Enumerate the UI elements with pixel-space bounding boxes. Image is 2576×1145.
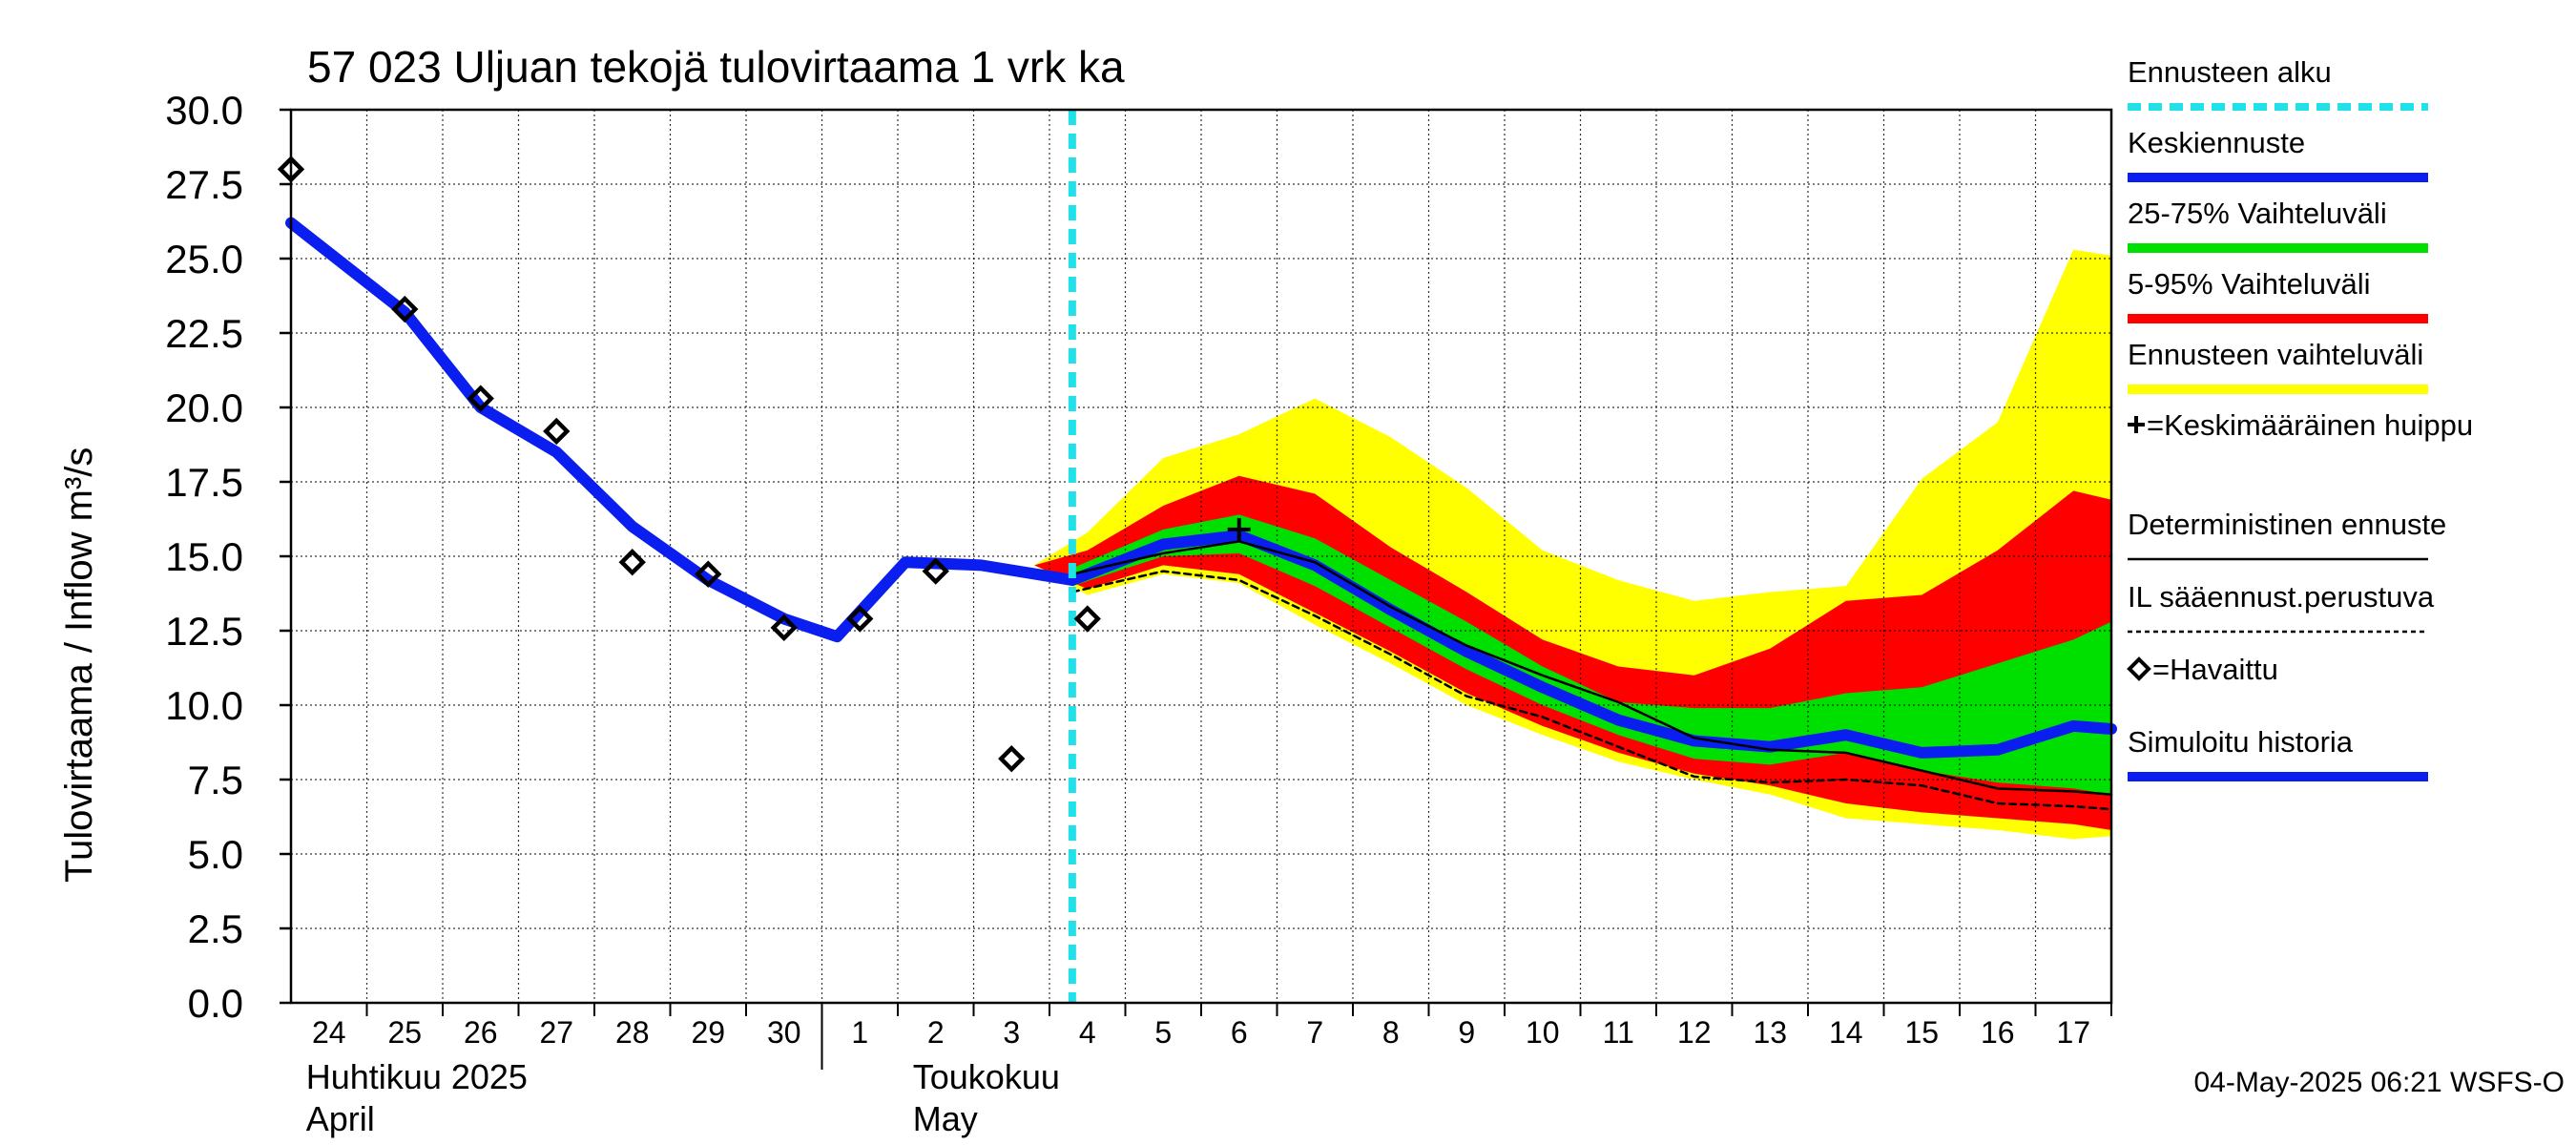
x-tick-label: 16 [1981, 1015, 2015, 1050]
month-label-en: April [306, 1099, 375, 1138]
legend-item: Simuloitu historia [2128, 725, 2428, 781]
legend: Ennusteen alku Keskiennuste 25-75% Vaihtel… [2127, 55, 2473, 781]
legend-item: Keskiennuste [2128, 126, 2428, 182]
x-tick-label: 27 [539, 1015, 573, 1050]
observed-point [770, 614, 798, 642]
legend-item: Ennusteen alku [2128, 55, 2428, 111]
axes: 0.0 2.5 5.0 7.5 10.0 12.5 15.0 17.5 20.0 22.5 25.0… [165, 88, 2113, 1138]
y-tick-label: 12.5 [165, 609, 243, 654]
x-tick-label: 26 [464, 1015, 498, 1050]
legend-item: =Keskimääräinen huippu [2128, 408, 2473, 442]
month-label-en: May [913, 1099, 978, 1138]
x-tick-label: 28 [615, 1015, 650, 1050]
x-tick-label: 13 [1753, 1015, 1787, 1050]
legend-item: 5-95% Vaihteluväli [2128, 267, 2428, 323]
x-tick-label: 11 [1603, 1015, 1634, 1050]
observed-point [846, 605, 874, 633]
observed-markers [277, 156, 1251, 773]
observed-point [391, 295, 419, 323]
y-axis-label: Tulovirtaama / Inflow m³/s [58, 448, 100, 883]
observed-point [695, 560, 722, 588]
x-tick-label: 30 [767, 1015, 801, 1050]
legend-label: Simuloitu historia [2128, 725, 2354, 759]
x-tick-label: 14 [1829, 1015, 1863, 1050]
legend-item: 25-75% Vaihteluväli [2128, 197, 2428, 253]
x-tick-label: 6 [1231, 1015, 1248, 1050]
legend-item: Ennusteen vaihteluväli [2128, 338, 2428, 394]
x-tick-label: 5 [1154, 1015, 1172, 1050]
x-tick-label: 12 [1677, 1015, 1712, 1050]
month-label-fi: Huhtikuu 2025 [306, 1057, 528, 1096]
legend-label: 5-95% Vaihteluväli [2128, 267, 2370, 301]
chart-title: 57 023 Uljuan tekojä tulovirtaama 1 vrk … [307, 42, 1125, 92]
legend-label: =Havaittu [2152, 653, 2278, 686]
observed-point [467, 385, 494, 412]
x-tick-label: 17 [2056, 1015, 2090, 1050]
legend-item: IL sääennust.perustuva [2128, 580, 2435, 634]
y-tick-label: 25.0 [165, 237, 243, 281]
legend-label: IL sääennust.perustuva [2128, 580, 2435, 614]
y-tick-label: 30.0 [165, 88, 243, 133]
y-tick-label: 17.5 [165, 460, 243, 505]
legend-label: Keskiennuste [2128, 126, 2305, 159]
legend-label: 25-75% Vaihteluväli [2128, 197, 2387, 230]
x-tick-label: 7 [1306, 1015, 1323, 1050]
x-tick-label: 29 [691, 1015, 725, 1050]
x-tick-label: 2 [927, 1015, 945, 1050]
mean-peak-marker [1227, 517, 1251, 541]
observed-point [1073, 605, 1101, 633]
y-tick-label: 0.0 [188, 981, 243, 1026]
line-keskiennuste [1066, 530, 2117, 759]
observed-point [922, 557, 949, 585]
x-tick-label: 4 [1079, 1015, 1096, 1050]
x-tick-label: 3 [1003, 1015, 1020, 1050]
legend-label: Ennusteen alku [2128, 55, 2332, 89]
x-tick-label: 10 [1526, 1015, 1560, 1050]
x-tick-label: 1 [851, 1015, 868, 1050]
legend-item: =Havaittu [2127, 653, 2278, 686]
legend-item: Deterministinen ennuste [2128, 508, 2446, 561]
observed-point [998, 744, 1026, 773]
observed-point [543, 417, 571, 446]
legend-label: =Keskimääräinen huippu [2147, 408, 2473, 442]
y-tick-label: 10.0 [165, 683, 243, 728]
line-simuloitu-historia [285, 217, 1078, 643]
y-tick-label: 22.5 [165, 311, 243, 356]
y-tick-label: 5.0 [188, 832, 243, 877]
x-tick-label: 24 [312, 1015, 346, 1050]
y-tick-label: 20.0 [165, 385, 243, 430]
y-tick-label: 2.5 [188, 906, 243, 951]
legend-label: Deterministinen ennuste [2128, 508, 2446, 541]
x-tick-label: 15 [1904, 1015, 1939, 1050]
line-il-s-ennust-perustuva [1070, 570, 2113, 811]
month-label-fi: Toukokuu [913, 1057, 1060, 1096]
x-tick-label: 9 [1458, 1015, 1475, 1050]
timestamp: 04-May-2025 06:21 WSFS-O [2194, 1067, 2566, 1098]
y-tick-label: 7.5 [188, 758, 243, 802]
x-tick-label: 8 [1382, 1015, 1400, 1050]
line-deterministinen-ennuste [1070, 540, 2113, 796]
legend-label: Ennusteen vaihteluväli [2128, 338, 2423, 371]
y-tick-label: 15.0 [165, 534, 243, 579]
legend-diamond [2127, 656, 2151, 681]
grid-lines [291, 110, 2111, 1003]
x-tick-label: 25 [387, 1015, 422, 1050]
observed-point [618, 549, 646, 576]
y-tick-label: 27.5 [165, 162, 243, 207]
band-25-75-vaihteluv-li [1071, 514, 2111, 795]
